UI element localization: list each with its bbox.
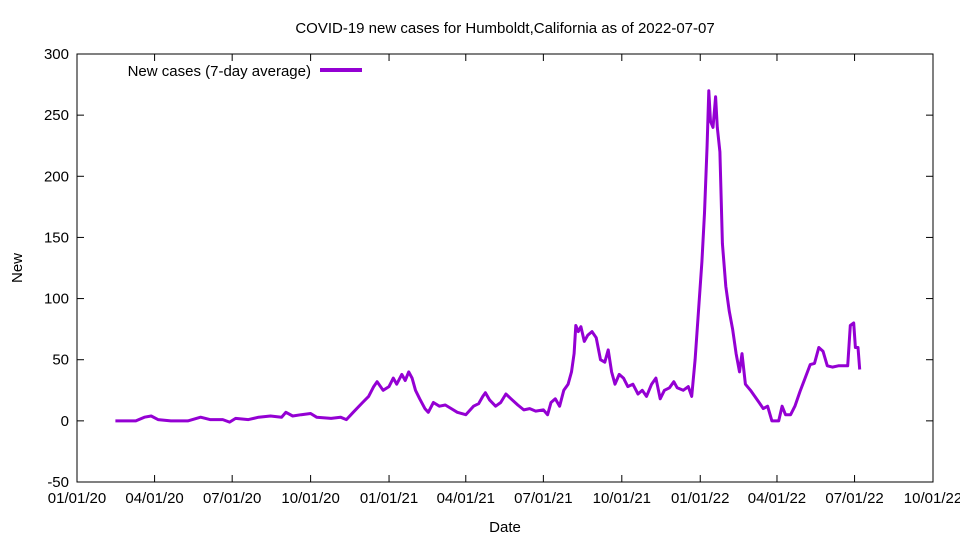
legend-label: New cases (7-day average) — [128, 63, 311, 80]
x-tick-label: 01/01/21 — [360, 490, 418, 507]
y-tick-label: 250 — [44, 107, 69, 124]
x-tick-label: 04/01/21 — [437, 490, 495, 507]
x-tick-label: 04/01/22 — [748, 490, 806, 507]
series-layer — [115, 89, 862, 424]
x-tick-label: 04/01/20 — [125, 490, 183, 507]
x-tick-label: 07/01/20 — [203, 490, 261, 507]
plot-area-frame — [76, 53, 934, 483]
x-tick-label: 10/01/22 — [904, 490, 960, 507]
y-tick-label: 50 — [52, 352, 69, 369]
y-tick-label: 300 — [44, 46, 69, 63]
chart-title: COVID-19 new cases for Humboldt,Californ… — [295, 20, 714, 37]
x-tick-label: 10/01/21 — [593, 490, 651, 507]
x-tick-label: 10/01/20 — [281, 490, 339, 507]
series-line-0 — [115, 89, 862, 424]
y-tick-label: -50 — [47, 474, 69, 491]
y-tick-label: 200 — [44, 168, 69, 185]
x-tick-label: 07/01/21 — [514, 490, 572, 507]
y-axis-label: New — [9, 253, 26, 283]
x-tick-label: 07/01/22 — [825, 490, 883, 507]
x-tick-label: 01/01/20 — [48, 490, 106, 507]
x-axis-label: Date — [489, 519, 521, 536]
x-tick-label: 01/01/22 — [671, 490, 729, 507]
legend: New cases (7-day average) — [128, 63, 362, 80]
y-tick-label: 0 — [61, 413, 69, 430]
y-tick-label: 150 — [44, 229, 69, 246]
x-axis: 01/01/20 04/01/20 07/01/20 10/01/20 01/01/21… — [48, 54, 960, 507]
y-axis: -50 0 50 100 150 200 250 300 — [44, 46, 933, 491]
y-tick-label: 100 — [44, 291, 69, 308]
